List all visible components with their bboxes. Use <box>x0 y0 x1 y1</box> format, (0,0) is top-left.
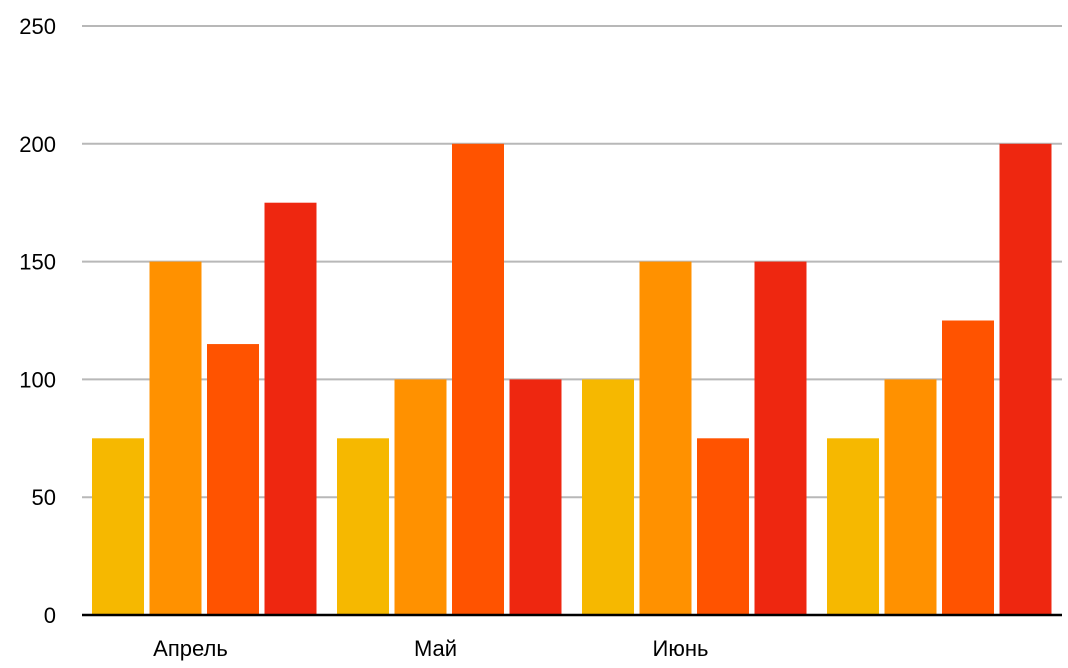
bar-series3-cat1 <box>207 344 259 615</box>
bars <box>92 143 1052 616</box>
bar-series3-cat4 <box>942 320 994 615</box>
bar-series1-cat2 <box>337 438 389 615</box>
bar-series1-cat3 <box>582 379 634 615</box>
y-tick-label: 0 <box>44 603 56 628</box>
y-axis-tick-labels: 0 50 100 150 200 250 <box>19 14 56 628</box>
bar-series4-cat4 <box>999 143 1052 616</box>
bar-series1-cat4 <box>827 438 879 615</box>
bar-series1-cat1 <box>92 438 144 615</box>
y-tick-label: 150 <box>19 250 56 275</box>
bar-series4-cat3 <box>754 261 807 615</box>
x-axis-category-labels: Апрель Май Июнь <box>153 636 708 661</box>
bar-series2-cat1 <box>149 261 202 615</box>
y-tick-label: 250 <box>19 14 56 39</box>
bar-series3-cat2 <box>452 143 504 616</box>
bar-series2-cat2 <box>394 379 447 615</box>
x-category-label: Июнь <box>653 636 709 661</box>
y-tick-label: 200 <box>19 132 56 157</box>
bar-series3-cat3 <box>697 438 749 615</box>
x-category-label: Апрель <box>153 636 228 661</box>
y-tick-label: 100 <box>19 367 56 392</box>
bar-series4-cat1 <box>264 202 317 615</box>
bar-series2-cat4 <box>884 379 937 615</box>
y-tick-label: 50 <box>32 485 56 510</box>
bar-series4-cat2 <box>509 379 562 615</box>
x-category-label: Май <box>414 636 457 661</box>
bar-series2-cat3 <box>639 261 692 615</box>
